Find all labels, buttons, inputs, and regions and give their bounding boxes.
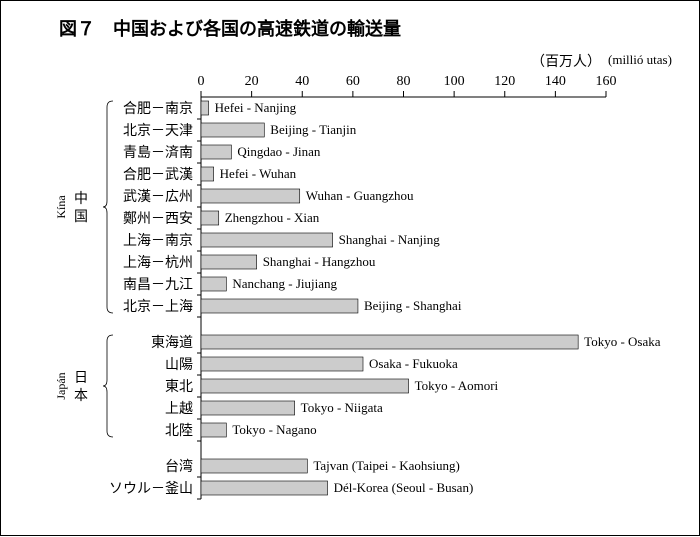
row-label-en: Tokyo - Aomori xyxy=(415,378,499,393)
bar xyxy=(201,423,226,437)
row-label-jp: 鄭州－西安 xyxy=(123,211,193,227)
bar xyxy=(201,401,295,415)
figure-frame: 図７ 中国および各国の高速鉄道の輸送量 （百万人） (millió utas) … xyxy=(0,0,700,536)
row-label-jp: 上海－南京 xyxy=(123,233,193,249)
row-label-en: Beijing - Tianjin xyxy=(270,122,356,137)
bar xyxy=(201,481,328,495)
svg-text:80: 80 xyxy=(397,74,411,89)
group-brace xyxy=(103,335,113,437)
row-label-en: Tokyo - Nagano xyxy=(232,422,316,437)
row-label-en: Hefei - Nanjing xyxy=(215,100,297,115)
svg-text:0: 0 xyxy=(198,74,205,89)
group-brace xyxy=(103,101,113,313)
bar xyxy=(201,379,409,393)
row-label-en: Qingdao - Jinan xyxy=(237,144,321,159)
row-label-jp: 上海－杭州 xyxy=(123,255,193,271)
bar xyxy=(201,233,333,247)
row-label-en: Tajvan (Taipei - Kaohsiung) xyxy=(313,458,460,473)
row-label-jp: ソウル－釜山 xyxy=(109,481,193,497)
group-label-jp: 本 xyxy=(74,388,88,404)
svg-text:120: 120 xyxy=(494,74,515,89)
row-label-jp: 北陸 xyxy=(165,423,193,439)
bar xyxy=(201,211,219,225)
row-label-jp: 台湾 xyxy=(165,458,193,475)
group-label-jp: 日 xyxy=(74,371,88,386)
row-label-jp: 青島－済南 xyxy=(123,145,193,161)
group-label-hu: Kína xyxy=(54,195,68,219)
row-label-en: Osaka - Fukuoka xyxy=(369,356,458,371)
bar xyxy=(201,459,307,473)
bar xyxy=(201,101,209,115)
bar xyxy=(201,357,363,371)
group-label-jp: 国 xyxy=(74,210,88,225)
bar xyxy=(201,255,257,269)
row-label-en: Tokyo - Osaka xyxy=(584,334,661,349)
group-label-hu: Japán xyxy=(54,372,68,399)
bar xyxy=(201,299,358,313)
svg-text:60: 60 xyxy=(346,74,360,89)
bar xyxy=(201,123,264,137)
row-label-en: Shanghai - Hangzhou xyxy=(263,254,376,269)
bar-chart: 0 20 40 60 80 100 120 140 160 合肥－南京 Hefei - Nanjin… xyxy=(1,1,700,537)
bar xyxy=(201,335,578,349)
bar xyxy=(201,189,300,203)
row-label-jp: 北京－天津 xyxy=(123,123,193,139)
row-label-jp: 山陽 xyxy=(165,357,193,373)
svg-text:100: 100 xyxy=(444,74,465,89)
row-label-en: Shanghai - Nanjing xyxy=(339,232,441,247)
bar xyxy=(201,277,226,291)
svg-text:40: 40 xyxy=(295,74,309,89)
row-label-jp: 東海道 xyxy=(151,335,193,351)
row-label-en: Beijing - Shanghai xyxy=(364,298,462,313)
row-label-en: Tokyo - Niigata xyxy=(301,400,383,415)
bar xyxy=(201,145,231,159)
row-label-en: Dél-Korea (Seoul - Busan) xyxy=(334,480,474,495)
group-label-jp: 中 xyxy=(74,191,88,207)
row-label-jp: 上越 xyxy=(165,401,193,417)
row-label-en: Hefei - Wuhan xyxy=(220,166,297,181)
row-label-jp: 北京－上海 xyxy=(123,299,193,315)
row-label-en: Nanchang - Jiujiang xyxy=(232,276,337,291)
bar xyxy=(201,167,214,181)
row-label-jp: 合肥－南京 xyxy=(123,101,193,117)
row-label-jp: 南昌－九江 xyxy=(123,277,193,293)
row-label-en: Wuhan - Guangzhou xyxy=(306,188,414,203)
svg-text:160: 160 xyxy=(596,74,617,89)
row-label-en: Zhengzhou - Xian xyxy=(225,210,320,225)
svg-text:140: 140 xyxy=(545,74,566,89)
row-label-jp: 合肥－武漢 xyxy=(123,167,193,183)
row-label-jp: 東北 xyxy=(165,379,193,395)
svg-text:20: 20 xyxy=(245,74,259,89)
row-label-jp: 武漢－広州 xyxy=(123,189,193,205)
